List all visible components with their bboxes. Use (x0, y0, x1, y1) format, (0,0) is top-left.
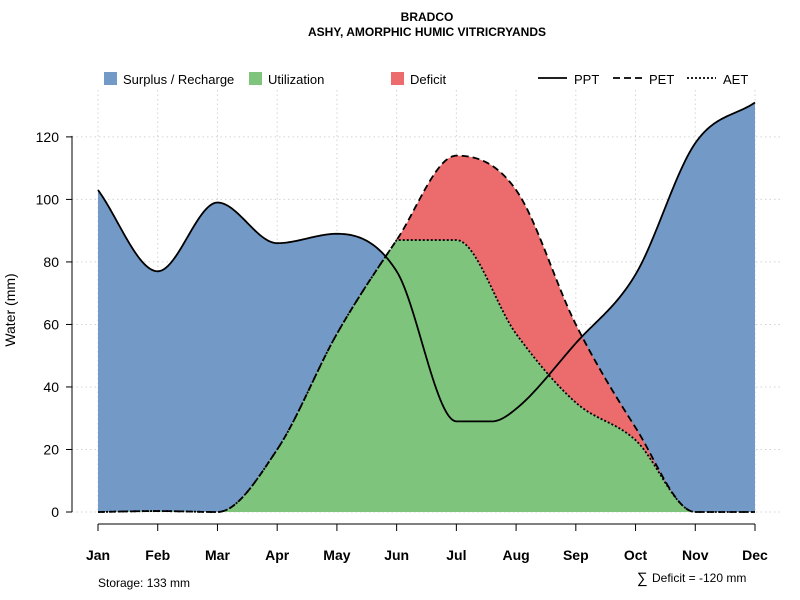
legend-label-deficit: Deficit (410, 72, 447, 87)
x-tick-label-may: May (323, 547, 350, 563)
legend-label-aet: AET (723, 72, 748, 87)
x-tick-label-aug: Aug (502, 547, 529, 563)
line-pet (97, 154, 755, 513)
x-tick-label-apr: Apr (265, 547, 290, 563)
y-tick-label: 60 (43, 316, 59, 332)
x-tick-label-nov: Nov (682, 547, 709, 563)
x-tick-label-jul: Jul (446, 547, 466, 563)
x-tick-label-sep: Sep (563, 547, 589, 563)
legend-swatch-utilization (249, 72, 262, 85)
deficit-annotation: Deficit = -120 mm (652, 571, 746, 585)
sum-symbol: ∑ (637, 570, 648, 587)
x-tick-label-jun: Jun (384, 547, 409, 563)
x-tick-label-dec: Dec (742, 547, 768, 563)
legend-label-utilization: Utilization (268, 72, 324, 87)
legend-label-pet: PET (649, 72, 674, 87)
legend-label-ppt: PPT (574, 72, 599, 87)
storage-annotation: Storage: 133 mm (98, 576, 190, 590)
legend-swatch-surplus-recharge (104, 72, 117, 85)
area-deficit (98, 155, 755, 512)
x-tick-label-oct: Oct (624, 547, 648, 563)
line-aet (97, 239, 755, 513)
area-utilization (98, 240, 755, 513)
legend-label-surplus-recharge: Surplus / Recharge (123, 72, 234, 87)
line-ppt (97, 101, 756, 423)
y-tick-label: 120 (36, 129, 60, 145)
legend: Surplus / Recharge Utilization Deficit PPT P… (104, 72, 748, 87)
x-tick-label-feb: Feb (145, 547, 170, 563)
x-tick-label-jan: Jan (86, 547, 110, 563)
axes: 0 20 40 60 80 100 120 Jan Feb Mar Apr May Jun Jul Aug S… (36, 129, 768, 563)
y-tick-label: 80 (43, 254, 59, 270)
series-lines (97, 101, 756, 513)
y-tick-label: 0 (51, 504, 59, 520)
y-axis-label: Water (mm) (2, 273, 18, 346)
legend-swatch-deficit (391, 72, 404, 85)
x-tick-label-mar: Mar (205, 547, 230, 563)
chart-title: BRADCO (401, 10, 454, 24)
y-tick-label: 100 (36, 191, 60, 207)
chart-subtitle: ASHY, AMORPHIC HUMIC VITRICRYANDS (308, 25, 546, 39)
area-fills (98, 102, 755, 513)
y-tick-label: 20 (43, 441, 59, 457)
y-tick-label: 40 (43, 379, 59, 395)
